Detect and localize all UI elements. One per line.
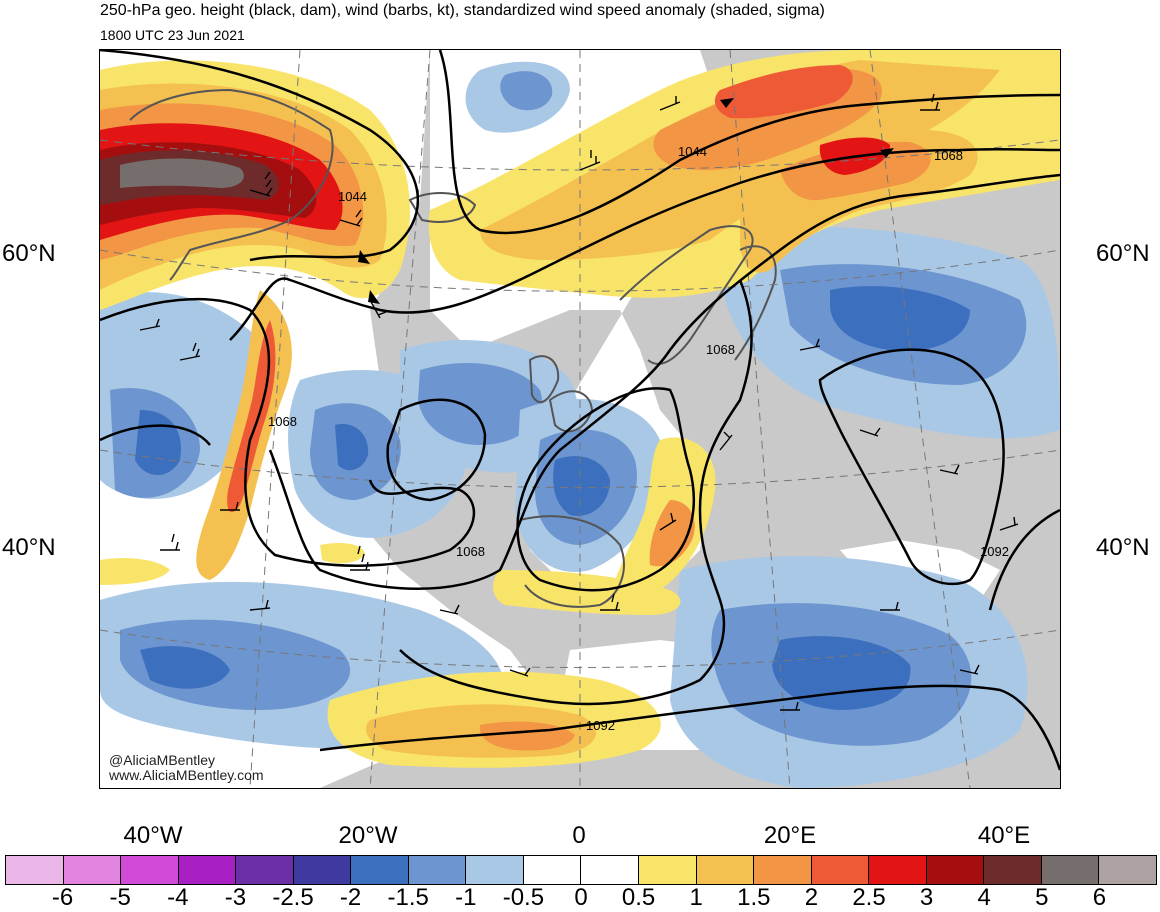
colorbar-tick-label: 4 (977, 884, 991, 911)
coastlines (129, 88, 777, 608)
map-valid-time: 1800 UTC 23 Jun 2021 (100, 27, 245, 43)
lat-label-right-40n: 40°N (1096, 534, 1150, 561)
colorbar-tick-label: -2.5 (272, 884, 314, 911)
contour-label: 1044 (338, 189, 367, 204)
colorbar-swatch (408, 856, 467, 884)
lon-label-40w: 40°W (123, 822, 183, 849)
colorbar-tick-label: -4 (167, 884, 189, 911)
map-panel: 1044 1044 1068 1068 1068 1068 1092 1092 (99, 49, 1061, 789)
colorbar-swatch (581, 856, 640, 884)
colorbar-tick-label: -1.5 (387, 884, 429, 911)
colorbar-tick-label: -6 (51, 884, 74, 911)
colorbar-swatch (1099, 856, 1156, 884)
wind-barbs (139, 93, 1019, 711)
contour-label: 1068 (268, 414, 297, 429)
colorbar-swatch (466, 856, 524, 884)
height-contours (100, 50, 1060, 771)
colorbar-swatch (6, 856, 64, 884)
colorbar-tick-label: 1 (689, 884, 703, 911)
contour-labels: 1044 1044 1068 1068 1068 1068 1092 1092 (268, 144, 1009, 733)
lat-label-right-60n: 60°N (1096, 240, 1150, 267)
colorbar-tick-label: 6 (1092, 884, 1107, 911)
contour-label: 1068 (456, 544, 485, 559)
lon-label-20e: 20°E (763, 822, 817, 849)
colorbar-swatch (178, 856, 237, 884)
colorbar-swatch (926, 856, 985, 884)
colorbar-tick-label: 0.5 (621, 884, 656, 911)
colorbar-swatch (236, 856, 294, 884)
credit-website: www.AliciaMBentley.com (109, 767, 264, 783)
colorbar-tick-label: 3 (919, 884, 934, 911)
contour-label: 1092 (586, 718, 615, 733)
map-title: 250-hPa geo. height (black, dam), wind (… (100, 2, 825, 19)
colorbar-tick-label: -2 (339, 884, 362, 911)
lon-label-0: 0 (572, 822, 586, 849)
wind-barb-flags (358, 98, 894, 304)
colorbar-swatch (696, 856, 755, 884)
colorbar-tick-label: 1.5 (737, 884, 771, 911)
contour-label: 1092 (980, 544, 1009, 559)
colorbar-tick-label: -0.5 (502, 884, 545, 911)
colorbar-tick-label: 5 (1035, 884, 1049, 911)
colorbar-swatch (121, 856, 179, 884)
lat-label-left-40n: 40°N (2, 534, 56, 561)
colorbar-swatch (63, 856, 122, 884)
colorbar-swatch (984, 856, 1042, 884)
colorbar-tick-label: -5 (109, 884, 131, 911)
negative-anomaly-shading (100, 61, 1060, 788)
contour-label: 1068 (706, 342, 735, 357)
colorbar-tick-label: 2 (804, 884, 819, 911)
colorbar-swatch (869, 856, 927, 884)
colorbar-tick-label: 2.5 (852, 884, 886, 911)
credit-handle: @AliciaMBentley (109, 752, 216, 768)
colorbar-swatch (811, 856, 870, 884)
colorbar (5, 855, 1157, 885)
colorbar-swatch (523, 856, 582, 884)
lon-label-40e: 40°E (977, 822, 1031, 849)
contour-label: 1044 (678, 144, 707, 159)
colorbar-tick-label: -1 (455, 884, 477, 911)
lat-label-left-60n: 60°N (2, 240, 56, 267)
colorbar-swatch (1041, 856, 1100, 884)
colorbar-swatch (639, 856, 697, 884)
colorbar-swatch (293, 856, 352, 884)
colorbar-tick-label: -3 (224, 884, 247, 911)
contour-label: 1068 (934, 148, 963, 163)
colorbar-swatch (351, 856, 409, 884)
colorbar-tick-label: 0 (574, 884, 588, 911)
colorbar-swatch (754, 856, 812, 884)
lon-label-20w: 20°W (338, 822, 398, 849)
weather-map-svg: 1044 1044 1068 1068 1068 1068 1092 1092 (100, 50, 1060, 788)
